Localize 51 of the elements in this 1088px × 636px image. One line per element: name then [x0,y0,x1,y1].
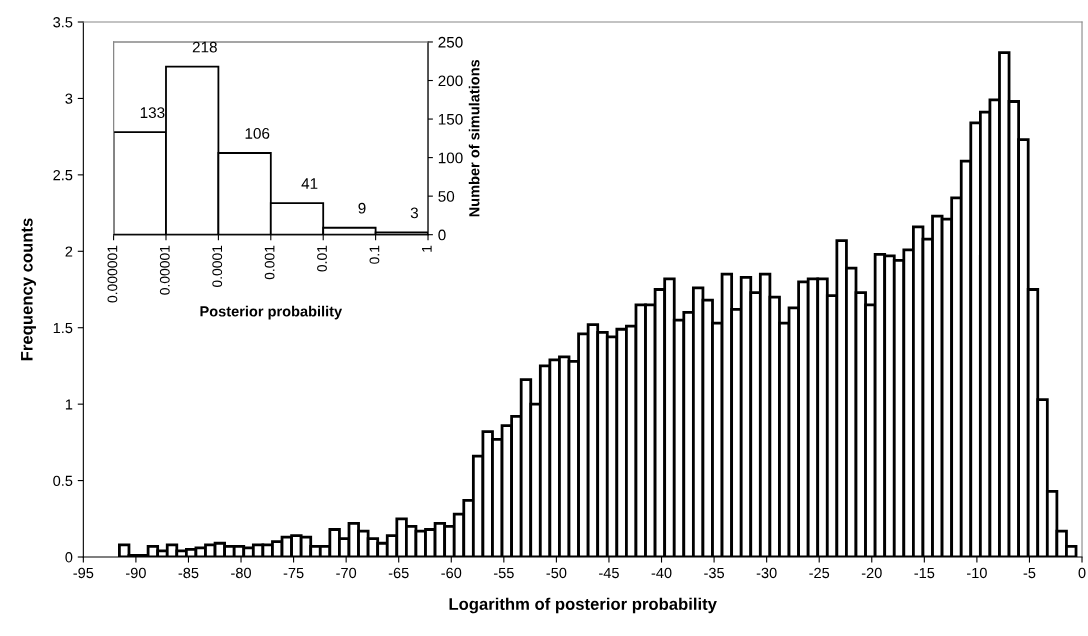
y2-tick-label: 0 [438,229,446,241]
y-tick-label: 0.5 [53,475,73,487]
data-label: 218 [192,41,217,53]
y-axis-title: Frequency counts [21,218,36,361]
x-tick-label: -65 [388,567,409,579]
data-label: 3 [410,207,418,219]
x-tick-label: 0.1 [369,245,380,264]
x-tick-label: -75 [283,567,304,579]
y-tick-label: 1 [65,399,73,410]
x-axis-title: Posterior probability [200,305,343,320]
x-tick-label: -35 [704,567,725,579]
x-axis-title: Logarithm of posterior probability [449,597,717,614]
y2-axis-title: Number of simulations [468,59,480,217]
x-tick-label: -5 [1023,567,1036,579]
x-tick-label: -40 [651,567,672,579]
y-tick-label: 3.5 [53,17,73,28]
data-label: 41 [301,178,318,189]
y-tick-label: 2.5 [53,169,73,181]
x-tick-label: -55 [493,567,514,579]
y2-tick-label: 150 [438,113,463,125]
x-tick-label: -85 [178,567,199,579]
y-tick-label: 3 [65,93,73,104]
x-tick-label: -15 [914,567,935,579]
y2-tick-label: 200 [438,75,463,87]
x-tick-label: -30 [756,567,777,579]
y-tick-label: 2 [65,246,73,257]
y2-tick-label: 50 [438,191,455,202]
x-tick-label: -20 [861,567,882,579]
x-tick-label: 0 [1078,567,1086,579]
x-tick-label: 0.00001 [159,245,170,295]
x-tick-label: 0.000001 [107,245,118,303]
x-tick-label: -45 [599,567,619,579]
x-tick-label: -95 [73,567,94,579]
x-tick-label: 1 [422,245,432,252]
x-tick-label: -70 [336,567,357,579]
data-label: 133 [140,107,165,119]
y-tick-label: 1.5 [53,322,73,334]
x-tick-label: -80 [231,567,251,579]
y2-tick-label: 250 [438,36,463,48]
y2-tick-label: 100 [438,152,463,164]
x-tick-label: 0.001 [264,245,275,280]
x-tick-label: 0.01 [317,245,327,272]
x-tick-label: -90 [126,567,146,579]
data-label: 9 [358,202,366,214]
x-tick-label: -60 [441,567,462,579]
x-tick-label: -50 [546,567,567,579]
y-tick-label: 0 [65,552,73,563]
x-tick-label: 0.0001 [212,245,223,288]
x-tick-label: -10 [967,567,987,579]
data-label: 106 [245,128,270,139]
x-tick-label: -25 [809,567,830,579]
